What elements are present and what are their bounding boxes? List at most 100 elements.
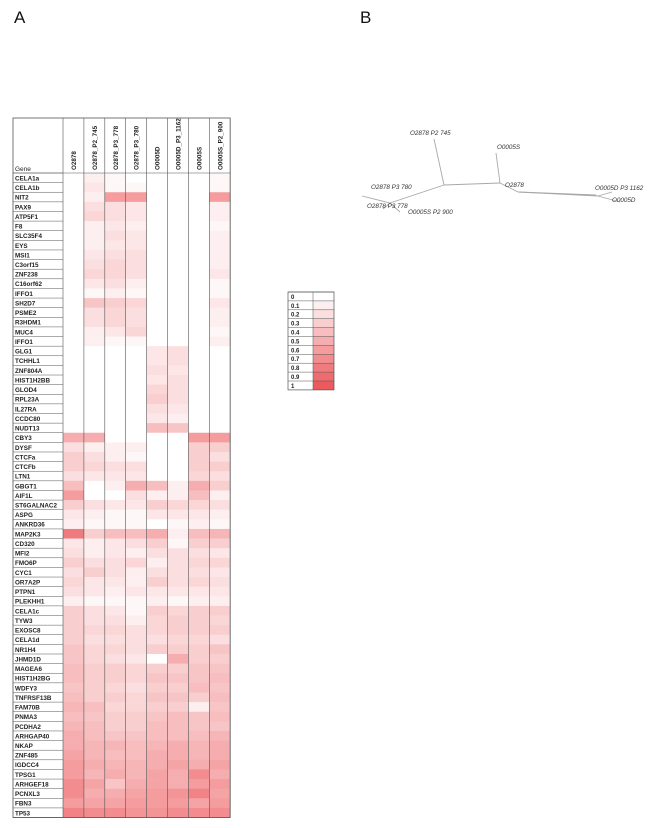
heatmap-cell <box>209 221 231 232</box>
gene-label: C3orf15 <box>15 262 39 269</box>
heatmap-cell <box>125 201 147 212</box>
heatmap-cell <box>188 221 210 232</box>
heatmap-cell <box>104 509 126 520</box>
legend-label: 1 <box>291 384 295 390</box>
heatmap-cell <box>167 384 189 395</box>
heatmap-cell <box>209 423 231 434</box>
heatmap-cell <box>104 298 126 308</box>
heatmap-cell <box>104 807 126 818</box>
heatmap-cell <box>188 365 210 376</box>
gene-label: PNMA3 <box>15 714 38 721</box>
heatmap-cell <box>104 317 126 328</box>
heatmap-cell <box>188 750 210 761</box>
heatmap-cell <box>209 471 231 482</box>
heatmap-cell <box>188 567 210 578</box>
panel-label-a: A <box>14 8 26 27</box>
heatmap-cell <box>83 259 106 270</box>
heatmap-cell <box>188 644 210 655</box>
heatmap-cell <box>125 326 147 337</box>
heatmap-cell <box>167 788 189 799</box>
heatmap-cell <box>167 355 189 366</box>
heatmap-cell <box>63 259 85 270</box>
heatmap-cell <box>188 182 210 193</box>
heatmap-cell <box>63 230 85 241</box>
gene-label: C16orf62 <box>15 281 42 288</box>
gene-label: PSME2 <box>15 310 37 317</box>
heatmap-cell <box>167 682 189 693</box>
heatmap-cell <box>146 355 168 366</box>
heatmap-cell <box>125 673 147 684</box>
gene-label: GLOD4 <box>15 387 37 394</box>
heatmap-cell <box>83 384 106 395</box>
heatmap-cell <box>167 490 189 501</box>
heatmap-cell <box>83 490 106 501</box>
heatmap-cell <box>167 500 189 510</box>
heatmap-cell <box>188 355 210 366</box>
heatmap-cell <box>188 548 210 559</box>
heatmap-cell <box>104 346 126 357</box>
heatmap-cell <box>125 528 147 539</box>
heatmap-cell <box>167 673 189 684</box>
heatmap-cell <box>146 673 168 684</box>
tree-leaf-label: O0005D <box>612 197 636 204</box>
heatmap-cell <box>146 432 168 443</box>
heatmap-cell <box>188 298 210 308</box>
heatmap-cell <box>146 413 168 424</box>
heatmap-cell <box>188 788 210 799</box>
gene-label: IFFO1 <box>15 339 33 346</box>
heatmap-cell <box>209 702 231 713</box>
legend-swatch <box>313 381 334 390</box>
heatmap-cell <box>188 807 210 818</box>
heatmap-cell <box>188 663 210 674</box>
heatmap-cell <box>83 201 106 212</box>
heatmap-cell <box>209 211 231 222</box>
heatmap-cell <box>63 240 85 251</box>
heatmap-cell <box>63 644 85 655</box>
heatmap-cell <box>125 682 147 693</box>
heatmap-cell <box>167 615 189 626</box>
heatmap-cell <box>63 798 85 809</box>
heatmap-cell <box>63 528 85 539</box>
heatmap-cell <box>167 644 189 655</box>
heatmap-cell <box>63 451 85 462</box>
heatmap-cell <box>125 615 147 626</box>
legend-label: 0.5 <box>291 339 300 345</box>
heatmap-cell <box>104 211 126 222</box>
heatmap-cell <box>125 557 147 568</box>
heatmap-cell <box>83 307 106 318</box>
gene-label: OR7A2P <box>15 579 40 586</box>
heatmap-cell <box>146 182 168 193</box>
gene-label: NIT2 <box>15 195 29 202</box>
heatmap-cell <box>188 538 210 549</box>
heatmap-cell <box>188 528 210 539</box>
heatmap-cell <box>104 702 126 713</box>
heatmap-cell <box>83 461 106 472</box>
gene-label: ZNF485 <box>15 753 38 760</box>
gene-label: IFFO1 <box>15 291 33 298</box>
heatmap-cell <box>63 730 85 741</box>
gene-label: CELA1c <box>15 608 40 615</box>
gene-label: IGDCC4 <box>15 762 39 769</box>
heatmap-cell <box>83 692 106 703</box>
heatmap-cell <box>83 702 106 713</box>
heatmap-cell <box>209 249 231 260</box>
heatmap-cell <box>104 779 126 789</box>
heatmap-cell <box>146 336 168 347</box>
heatmap-cell <box>63 461 85 472</box>
heatmap-cell <box>167 298 189 308</box>
heatmap-cell <box>83 605 106 616</box>
legend-label: 0.8 <box>291 366 300 372</box>
heatmap-cell <box>83 519 106 530</box>
heatmap-cell <box>83 711 106 722</box>
tree-branch <box>495 152 501 184</box>
heatmap-cell <box>146 249 168 260</box>
legend-label: 0.1 <box>291 304 300 310</box>
heatmap-cell <box>146 269 168 280</box>
heatmap-cell <box>167 346 189 357</box>
heatmap-cell <box>125 221 147 232</box>
heatmap-cell <box>63 634 85 645</box>
heatmap-cell <box>188 307 210 318</box>
heatmap-cell <box>167 702 189 713</box>
heatmap-cell <box>209 673 231 684</box>
heatmap-cell <box>63 596 85 607</box>
